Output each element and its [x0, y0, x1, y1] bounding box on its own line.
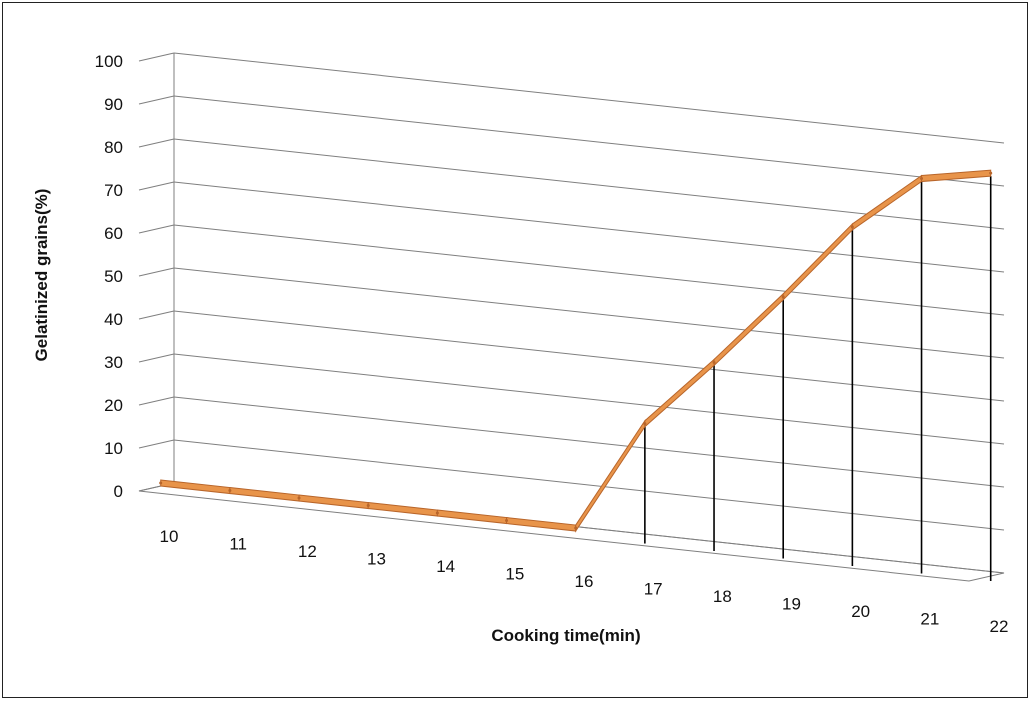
data-point [159, 481, 163, 485]
data-point [989, 171, 993, 175]
x-tick-label: 21 [920, 610, 939, 629]
data-point [643, 422, 647, 426]
y-tick-label: 30 [104, 353, 123, 372]
side-gridline-y-20 [138, 396, 175, 406]
x-tick-label: 16 [575, 572, 594, 591]
side-gridline-y-100 [138, 52, 175, 62]
data-point [574, 526, 578, 530]
series-segment [160, 479, 231, 495]
series-segment [436, 509, 508, 525]
gridline-y-40 [173, 310, 1005, 402]
series-segment [506, 516, 577, 532]
gridline-y-30 [173, 353, 1005, 445]
y-tick-label: 0 [114, 482, 123, 501]
gridline-y-80 [173, 138, 1005, 230]
x-tick-label: 20 [851, 602, 870, 621]
data-point [366, 504, 370, 508]
x-tick-label: 15 [505, 565, 524, 584]
x-tick-label: 10 [160, 527, 179, 546]
x-tick-label: 12 [298, 542, 317, 561]
x-axis-title: Cooking time(min) [491, 626, 640, 645]
x-tick-label: 14 [436, 557, 455, 576]
series-segment [921, 169, 992, 183]
side-gridline-y-10 [138, 439, 175, 449]
x-tick-label: 19 [782, 595, 801, 614]
side-gridline-y-80 [138, 138, 175, 148]
y-tick-label: 100 [95, 52, 123, 71]
grid-layer [138, 52, 1005, 582]
series-segment [782, 222, 853, 302]
side-gridline-y-40 [138, 310, 175, 320]
data-point [712, 360, 716, 364]
x-tick-label: 13 [367, 550, 386, 569]
data-point [920, 177, 924, 181]
y-tick-label: 40 [104, 310, 123, 329]
y-tick-label: 90 [104, 95, 123, 114]
series-segment [575, 419, 646, 533]
series-segment [713, 292, 784, 367]
y-tick-label: 20 [104, 396, 123, 415]
side-gridline-y-50 [138, 267, 175, 277]
y-tick-label: 80 [104, 138, 123, 157]
side-gridline-y-90 [138, 95, 175, 105]
series-segment [367, 501, 438, 517]
data-point [435, 511, 439, 515]
data-point [850, 225, 854, 229]
series-layer [159, 169, 993, 533]
side-gridline-y-70 [138, 181, 175, 191]
x-tick-label: 22 [990, 617, 1009, 636]
series-segment [298, 494, 369, 510]
series-segment [229, 486, 300, 502]
y-tick-label: 50 [104, 267, 123, 286]
data-point [781, 295, 785, 299]
gridline-y-50 [173, 267, 1005, 359]
gridline-y-10 [173, 439, 1005, 531]
gridline-y-100 [173, 52, 1005, 144]
x-tick-label: 17 [644, 580, 663, 599]
x-tick-label: 11 [229, 535, 247, 554]
data-point [228, 489, 232, 493]
y-tick-label: 70 [104, 181, 123, 200]
gridline-y-60 [173, 224, 1005, 316]
y-tick-labels: 0 10 20 30 40 50 60 70 80 90 100 [95, 52, 123, 501]
side-gridline-y-60 [138, 224, 175, 234]
gridline-y-20 [173, 396, 1005, 488]
x-tick-label: 18 [713, 587, 732, 606]
series-segment [644, 358, 715, 428]
gridline-y-90 [173, 95, 1005, 187]
y-tick-label: 60 [104, 224, 123, 243]
series-segment [851, 174, 923, 231]
y-tick-label: 10 [104, 439, 123, 458]
gridline-y-70 [173, 181, 1005, 273]
data-point [505, 519, 509, 523]
x-tick-labels: 10 11 12 13 14 15 16 17 18 19 20 21 22 [160, 527, 1009, 636]
drop-lines [644, 176, 992, 582]
y-axis-title: Gelatinized grains(%) [32, 189, 51, 362]
data-point [297, 496, 301, 500]
side-gridline-y-30 [138, 353, 175, 363]
